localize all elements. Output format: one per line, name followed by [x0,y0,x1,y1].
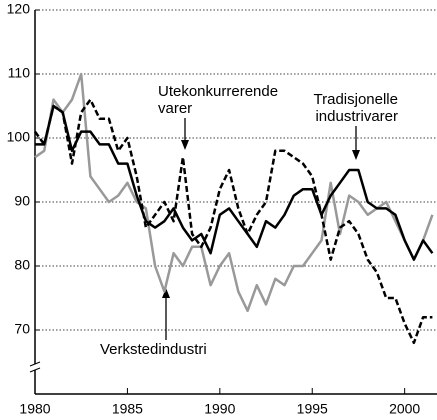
annotation: varer [158,100,192,117]
annotation: Verkstedindustri [100,341,207,358]
y-tick-label: 120 [7,1,31,17]
series-line [33,98,433,345]
x-tick-label: 1990 [204,401,235,417]
annotation: Tradisjonelle [314,91,399,108]
x-tick-label: 1980 [19,401,50,417]
series-line [35,104,434,261]
y-tick-label: 80 [14,257,30,273]
annotation: industrivarer [315,108,398,125]
y-tick-label: 70 [14,321,30,337]
axis-break [29,361,41,367]
x-tick-label: 1995 [297,401,328,417]
annotation-arrowhead [352,150,360,160]
axis-break-gap [30,364,40,370]
annotation: Utekonkurrerende [158,83,278,100]
x-tick-label: 2000 [389,401,420,417]
y-tick-label: 90 [14,193,30,209]
y-tick-label: 100 [7,129,31,145]
annotation-arrowhead [181,140,189,150]
y-tick-label: 110 [8,65,31,81]
series-line [34,72,434,313]
axis-break [29,367,41,373]
annotation-arrowhead [162,288,170,298]
x-tick-label: 1985 [112,401,143,417]
